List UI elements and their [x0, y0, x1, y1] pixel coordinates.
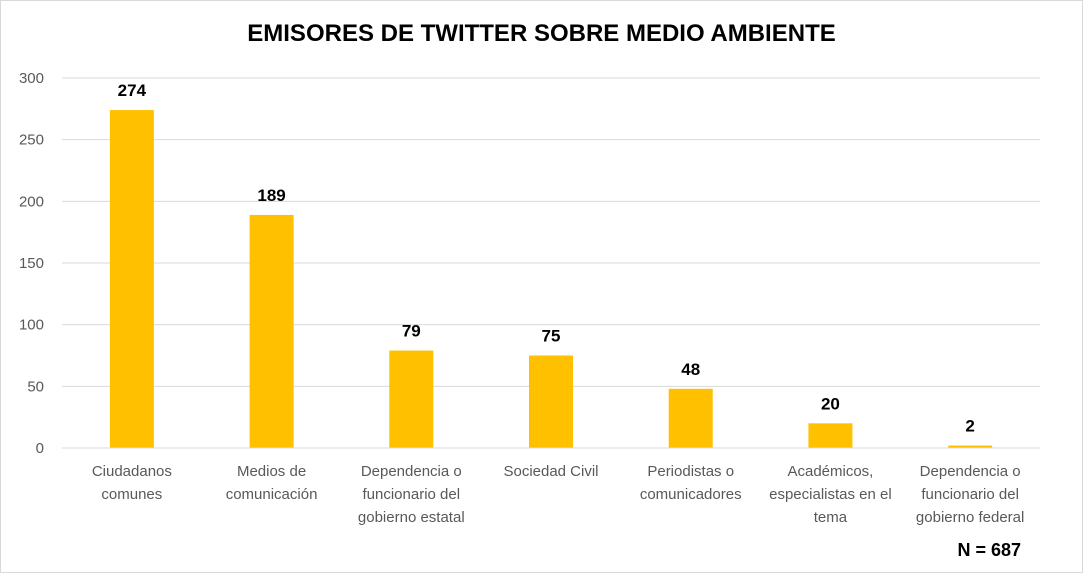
x-tick-label: Periodistas o comunicadores [639, 463, 742, 503]
bar [389, 350, 434, 448]
bar [529, 355, 573, 448]
sample-size-note: N = 687 [957, 540, 1021, 560]
bar [249, 214, 294, 448]
chart-title: EMISORES DE TWITTER SOBRE MEDIO AMBIENTE [247, 20, 836, 47]
y-tick-label: 250 [19, 132, 44, 149]
bar [808, 423, 853, 448]
y-tick-label: 200 [19, 193, 44, 210]
data-label: 48 [681, 360, 700, 379]
x-tick-label: Sociedad Civil [503, 463, 599, 480]
data-label: 274 [118, 81, 147, 100]
y-tick-label: 300 [19, 70, 44, 87]
bar [668, 388, 713, 448]
y-tick-label: 100 [19, 317, 44, 334]
data-label: 75 [542, 327, 561, 346]
data-label: 189 [257, 186, 285, 205]
x-tick-label: Medios de comunicación [225, 463, 318, 503]
y-tick-label: 150 [19, 255, 44, 272]
y-tick-label: 50 [27, 378, 44, 395]
bar [109, 110, 154, 449]
x-tick-label: Dependencia o funcionario del gobierno e… [357, 463, 465, 526]
x-tick-label: Ciudadanos comunes [91, 463, 172, 503]
x-tick-label: Académicos, especialistas en el tema [769, 463, 892, 526]
bar [948, 445, 993, 448]
x-tick-label: Dependencia o funcionario del gobierno f… [915, 463, 1025, 526]
data-label: 20 [821, 394, 840, 413]
data-label: 79 [402, 322, 421, 341]
y-tick-label: 0 [36, 440, 44, 457]
data-label: 2 [965, 417, 974, 436]
